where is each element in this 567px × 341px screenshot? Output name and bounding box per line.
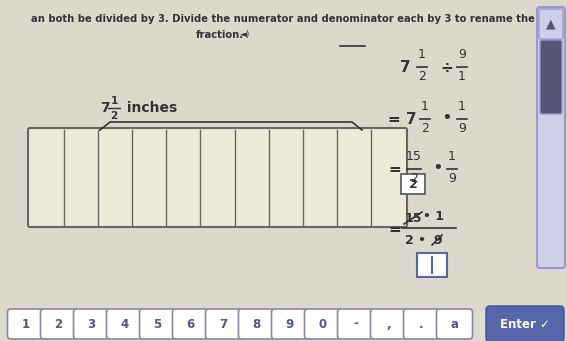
Text: 9: 9 [448,172,456,185]
Text: 1: 1 [421,100,429,113]
Text: ◄): ◄) [240,30,251,39]
Text: ▲: ▲ [546,17,556,30]
Text: fraction.: fraction. [196,30,244,40]
Text: 4: 4 [120,317,129,330]
Text: 3: 3 [87,317,96,330]
Text: 9: 9 [458,48,466,61]
Text: 15: 15 [406,150,422,163]
FancyBboxPatch shape [537,7,565,268]
FancyBboxPatch shape [107,309,142,339]
Text: 1: 1 [458,100,466,113]
Text: Enter ✓: Enter ✓ [500,317,550,330]
Text: ,: , [386,317,391,330]
FancyBboxPatch shape [486,306,564,341]
Text: -: - [353,317,358,330]
Text: •: • [432,159,443,177]
Text: 15: 15 [405,211,422,224]
FancyBboxPatch shape [304,309,341,339]
FancyBboxPatch shape [337,309,374,339]
FancyBboxPatch shape [172,309,209,339]
Text: ÷: ÷ [440,60,453,75]
FancyBboxPatch shape [28,128,407,227]
Text: •: • [441,109,452,127]
Text: 9: 9 [458,122,466,135]
Text: 9: 9 [433,234,442,247]
Text: 1: 1 [418,48,426,61]
Text: 2: 2 [409,178,417,191]
FancyBboxPatch shape [272,309,307,339]
Text: inches: inches [122,101,177,115]
Text: 6: 6 [187,317,194,330]
Text: 2: 2 [418,70,426,83]
Text: 7: 7 [219,317,227,330]
Text: =: = [388,163,401,178]
Text: 0: 0 [319,317,327,330]
Text: 2 •: 2 • [405,234,426,247]
Text: 1: 1 [458,70,466,83]
FancyBboxPatch shape [370,309,407,339]
Text: 2: 2 [54,317,62,330]
Text: 7: 7 [100,101,109,115]
FancyBboxPatch shape [540,40,562,114]
FancyBboxPatch shape [437,309,472,339]
Text: 5: 5 [154,317,162,330]
Text: a: a [451,317,459,330]
Text: 7: 7 [400,60,411,75]
FancyBboxPatch shape [239,309,274,339]
Text: 1: 1 [22,317,29,330]
FancyBboxPatch shape [7,309,44,339]
FancyBboxPatch shape [539,9,563,39]
FancyBboxPatch shape [40,309,77,339]
Text: .: . [419,317,424,330]
Text: an both be divided by 3. Divide the numerator and denominator each by 3 to renam: an both be divided by 3. Divide the nume… [31,14,535,24]
Text: 1: 1 [448,150,456,163]
Text: 2: 2 [421,122,429,135]
Text: 1: 1 [111,96,117,106]
Text: • 1: • 1 [423,210,444,223]
FancyBboxPatch shape [74,309,109,339]
FancyBboxPatch shape [417,253,447,277]
Text: 8: 8 [252,317,261,330]
FancyBboxPatch shape [205,309,242,339]
FancyBboxPatch shape [404,309,439,339]
Text: =: = [388,222,401,237]
Text: 9: 9 [285,317,294,330]
Text: 2: 2 [111,111,117,121]
FancyBboxPatch shape [139,309,176,339]
Text: = 7: = 7 [388,113,417,128]
Text: 2: 2 [410,172,418,185]
FancyBboxPatch shape [401,174,425,194]
